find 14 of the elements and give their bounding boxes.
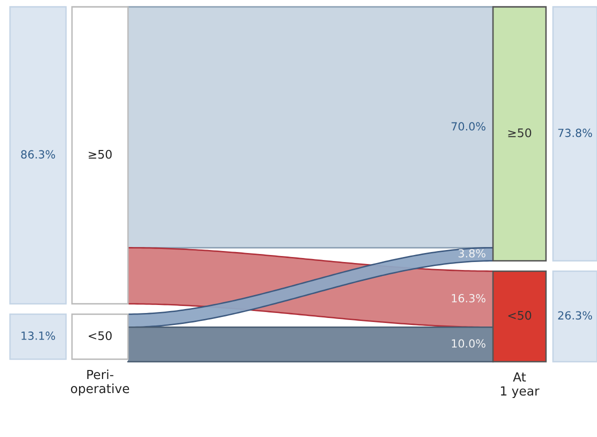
series-label: ≥50 [508, 128, 532, 138]
data-label: 13.1% [22, 332, 56, 340]
data-label: 26.3% [558, 311, 592, 320]
data-label: 16.3% [452, 294, 486, 302]
text: ≥50 [88, 150, 112, 159]
data-label: 3.8% [458, 249, 486, 258]
category-label: At 1 year [500, 372, 540, 398]
category-label: Peri- operative [70, 370, 130, 396]
data-label: 70.0% [452, 122, 486, 131]
data-label: 73.8% [558, 128, 592, 138]
series-label: <50 [508, 310, 532, 320]
text: <50 [88, 331, 112, 340]
data-label: 86.3% [21, 150, 56, 159]
data-label: 10.0% [452, 339, 486, 348]
